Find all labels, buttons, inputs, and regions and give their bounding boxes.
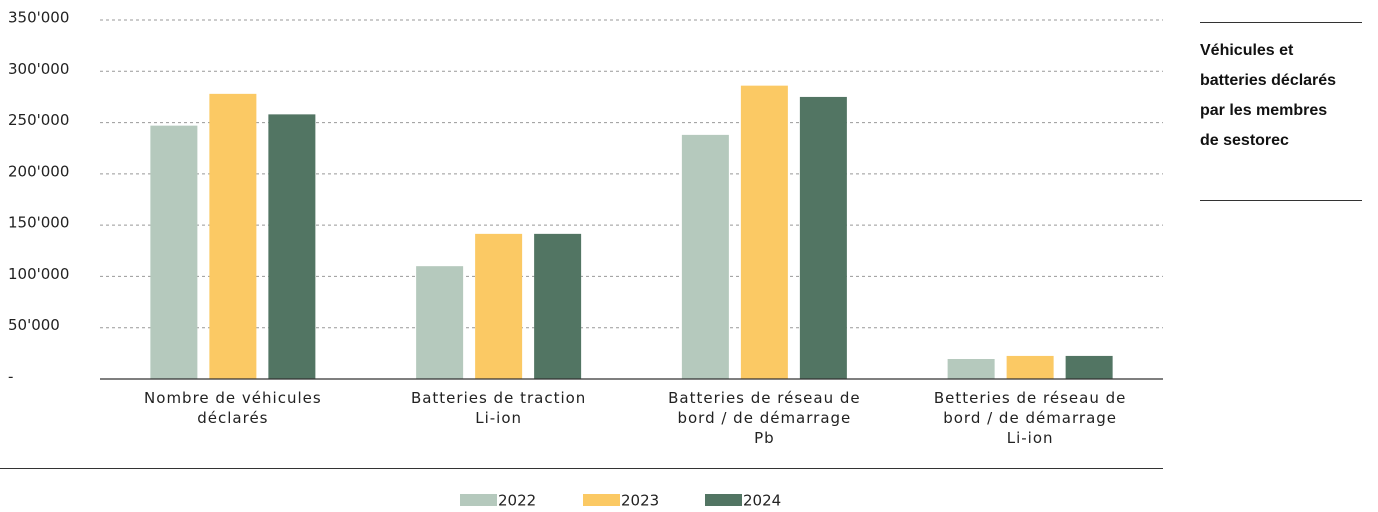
bar [947,358,995,379]
x-tick-label: Betteries de réseau de bord / de démarra… [933,389,1127,447]
bar [740,85,788,379]
y-tick-label: 100'000 [8,265,69,283]
legend-swatch [583,494,620,506]
bar [799,96,847,379]
bar [416,266,464,379]
x-tick-label: Nombre de véhicules déclarés [144,389,322,427]
side-title: Véhicules et batteries déclarés par les … [1200,42,1337,149]
y-tick-label: 300'000 [8,60,69,78]
legend-swatch [705,494,742,506]
legend-swatch [460,494,497,506]
side-rule [1200,200,1362,201]
bar [150,125,198,379]
bar [268,114,316,379]
legend-label: 2022 [498,492,536,510]
y-tick-label: 50'000 [8,316,60,334]
bar [1006,355,1054,379]
separator [0,468,1163,469]
x-tick-label: Batteries de réseau de bord / de démarra… [668,389,861,447]
side-rule [1200,22,1362,23]
y-tick-label: - [8,368,13,386]
y-tick-label: 250'000 [8,111,69,129]
bar [681,134,729,379]
y-tick-label: 350'000 [8,9,69,27]
legend-label: 2024 [743,492,781,510]
x-tick-label: Batteries de traction Li-ion [410,389,587,427]
y-tick-label: 150'000 [8,214,69,232]
bar [534,233,582,379]
bar [475,233,523,379]
bar [1065,355,1113,379]
bar [209,93,257,379]
legend-label: 2023 [621,492,659,510]
y-tick-label: 200'000 [8,162,69,180]
